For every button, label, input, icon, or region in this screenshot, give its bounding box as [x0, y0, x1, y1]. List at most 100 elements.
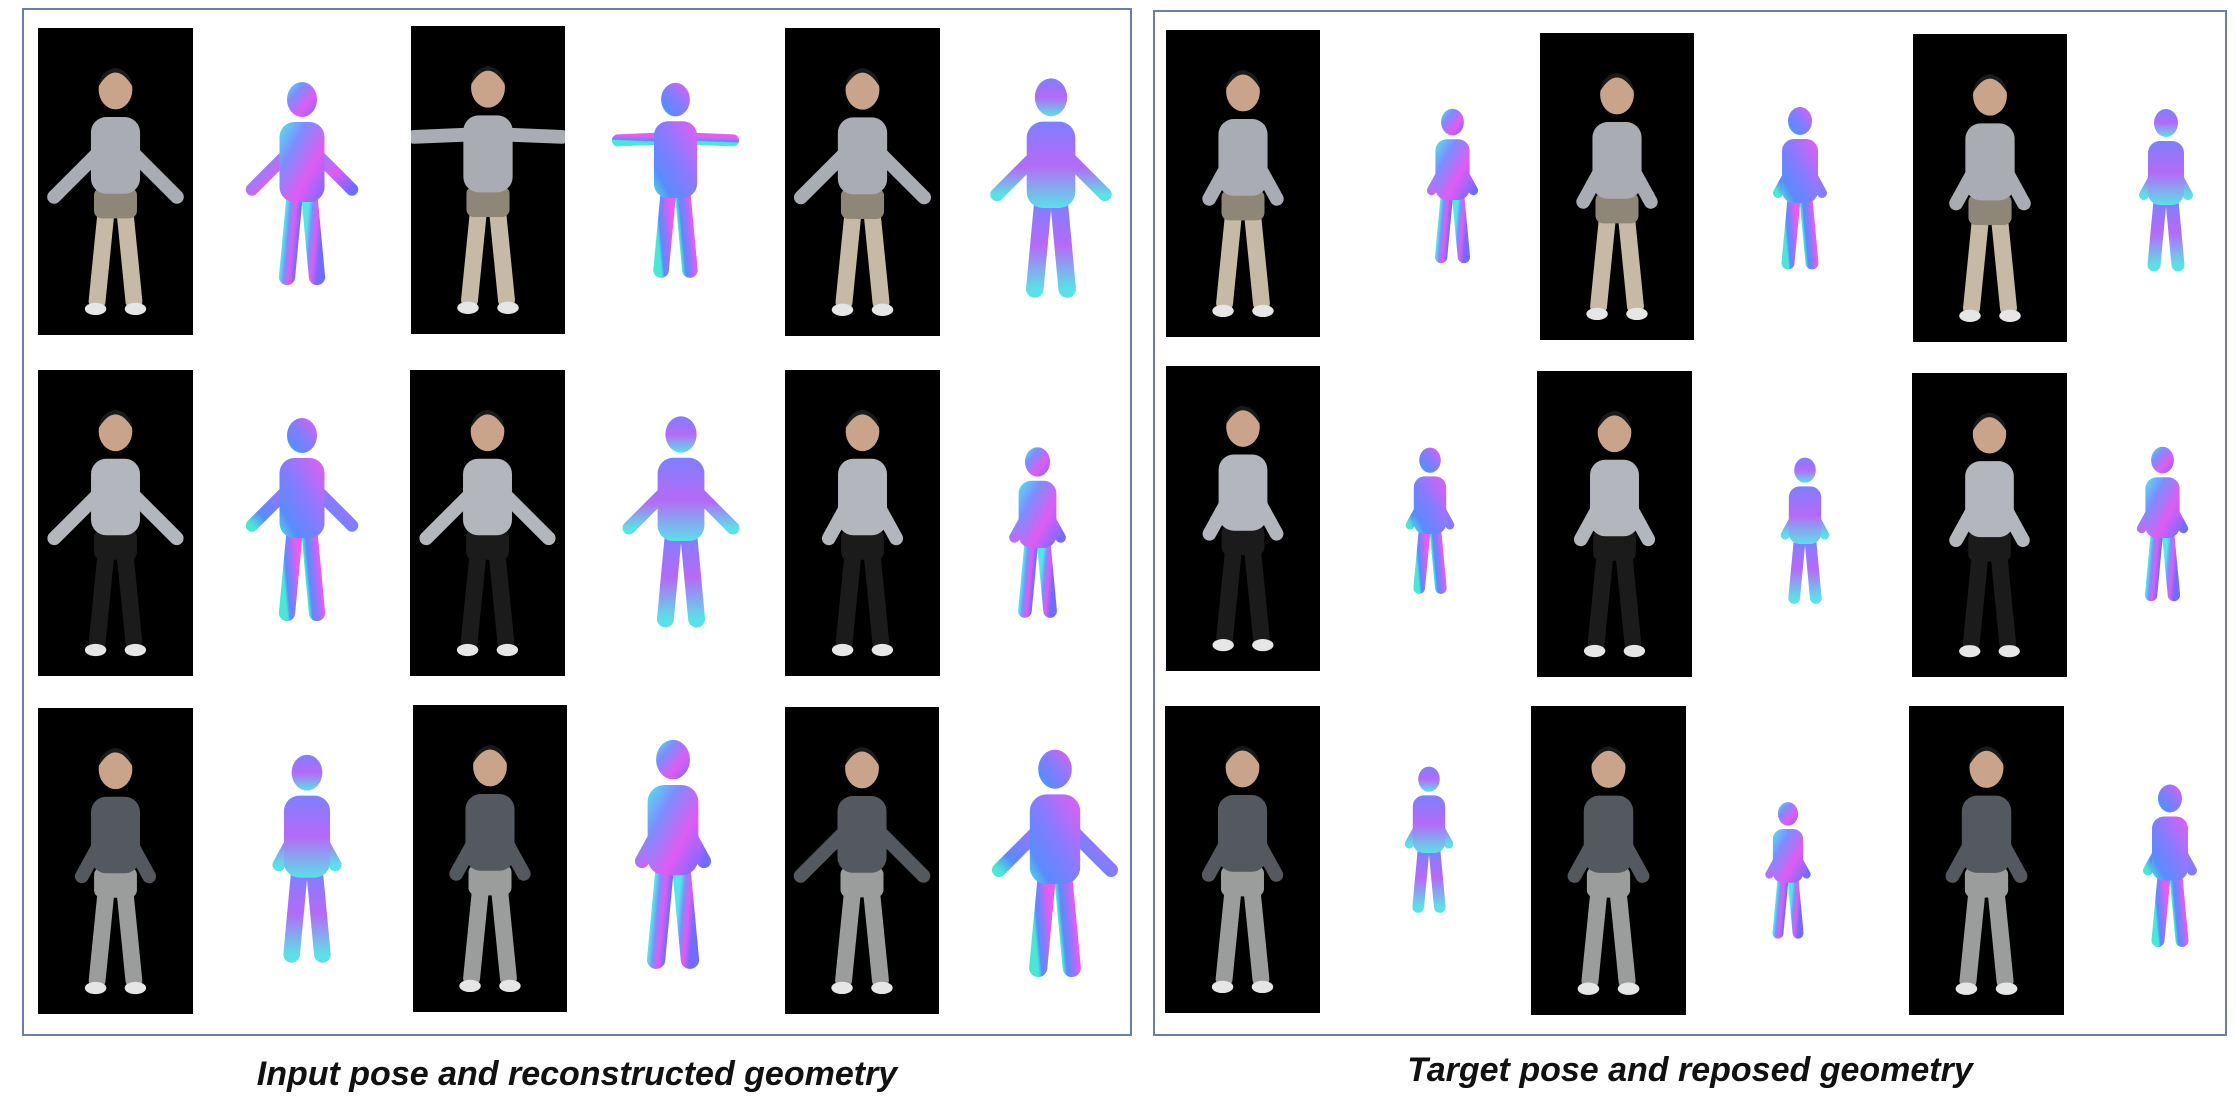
leg-left — [1959, 879, 1986, 990]
person-silhouette — [1201, 745, 1284, 994]
mesh-head — [2154, 109, 2178, 137]
person-silhouette — [1202, 405, 1284, 652]
shoe-right — [1998, 645, 2020, 658]
mesh-reconstructed-subject-1-back — [245, 82, 359, 286]
mesh-leg-left — [1018, 536, 1039, 618]
head — [1597, 412, 1632, 453]
shoe-left — [1212, 304, 1234, 318]
head — [845, 69, 880, 110]
mesh-reposed-subject-1-front — [1773, 107, 1827, 270]
shoe-right — [1251, 980, 1274, 994]
hair — [1226, 405, 1260, 424]
torso — [90, 117, 141, 194]
person-silhouette — [1945, 746, 2028, 995]
mesh-reposed-subject-2-front — [1780, 457, 1830, 604]
photo-input-subject-3-back — [38, 708, 193, 1014]
leg-right — [863, 542, 890, 651]
head — [1969, 747, 2004, 788]
hips — [94, 867, 137, 898]
hips — [840, 188, 885, 219]
head — [470, 411, 505, 452]
head — [1225, 747, 1260, 788]
mesh-torso — [279, 458, 325, 538]
head — [1226, 407, 1260, 447]
shoe-left — [1959, 645, 1981, 658]
head — [471, 67, 505, 108]
shoe-left — [84, 981, 107, 995]
mesh-reconstructed-subject-2-side — [1009, 447, 1066, 618]
shoe-right — [1999, 309, 2021, 322]
mesh-head — [1419, 447, 1441, 473]
hips — [466, 529, 509, 560]
shoe-right — [124, 643, 147, 657]
mesh-leg-left — [2147, 194, 2167, 272]
torso — [1592, 122, 1642, 199]
photo-target-subject-1-back — [1166, 30, 1320, 337]
leg-left — [1216, 537, 1243, 646]
mesh-reconstructed-subject-3-side — [992, 749, 1118, 978]
person-silhouette — [1202, 69, 1284, 318]
shoe-right — [871, 303, 894, 316]
hips — [1221, 865, 1264, 897]
leg-right — [116, 542, 143, 651]
mesh-leg-right — [1054, 869, 1081, 978]
hips — [94, 187, 137, 219]
mesh-torso — [1772, 829, 1804, 883]
torso — [1218, 119, 1268, 196]
mesh-leg-left — [2144, 528, 2163, 602]
mesh-leg-left — [1029, 869, 1056, 978]
shoe-right — [1252, 304, 1274, 318]
torso — [1590, 459, 1639, 537]
mesh-leg-right — [1050, 193, 1076, 298]
hips — [468, 864, 512, 896]
photo-target-subject-1-side — [1913, 34, 2067, 342]
mesh-head — [2151, 446, 2174, 474]
leg-right — [490, 877, 517, 987]
person-silhouette — [793, 746, 931, 995]
shoe-left — [457, 301, 479, 314]
mesh-leg-left — [1788, 534, 1806, 604]
shoe-right — [1617, 982, 1640, 995]
shoe-right — [124, 302, 147, 316]
photo-input-subject-1-front — [411, 26, 565, 334]
mesh-leg-left — [646, 860, 674, 969]
leg-left — [835, 542, 862, 651]
hair — [1972, 412, 2007, 431]
shoe-right — [124, 981, 147, 995]
head — [98, 749, 133, 790]
leg-left — [1215, 878, 1242, 988]
mesh-head — [1418, 766, 1440, 792]
person-silhouette — [74, 747, 157, 995]
mesh-leg-left — [1781, 192, 1801, 270]
mesh-torso — [279, 122, 325, 202]
leg-right — [862, 879, 889, 989]
shoe-left — [1212, 638, 1234, 652]
photo-input-subject-2-front — [410, 370, 565, 676]
mesh-leg-right — [1452, 190, 1471, 264]
hair — [473, 744, 507, 764]
leg-right — [116, 880, 143, 989]
torso — [837, 796, 887, 873]
mesh-leg-right — [1428, 843, 1446, 913]
head — [1591, 747, 1626, 788]
leg-right — [488, 199, 515, 309]
head — [1972, 414, 2007, 454]
mesh-head — [1788, 107, 1812, 135]
hair — [845, 409, 880, 429]
leg-right — [863, 201, 890, 311]
hair — [845, 68, 880, 87]
mesh-leg-left — [283, 864, 308, 963]
mesh-leg-left — [278, 524, 303, 622]
mesh-leg-right — [2165, 194, 2185, 272]
shoe-right — [871, 643, 894, 657]
photo-input-subject-3-front — [413, 705, 567, 1012]
shoe-left — [84, 302, 107, 316]
mesh-leg-left — [1413, 524, 1431, 594]
leg-right — [1609, 879, 1636, 990]
hair — [845, 746, 879, 766]
photo-input-subject-2-side — [785, 370, 940, 676]
mesh-reposed-subject-3-side — [2143, 784, 2197, 947]
shoe-right — [871, 981, 893, 995]
hair — [1597, 410, 1632, 430]
mesh-head — [1024, 447, 1051, 477]
